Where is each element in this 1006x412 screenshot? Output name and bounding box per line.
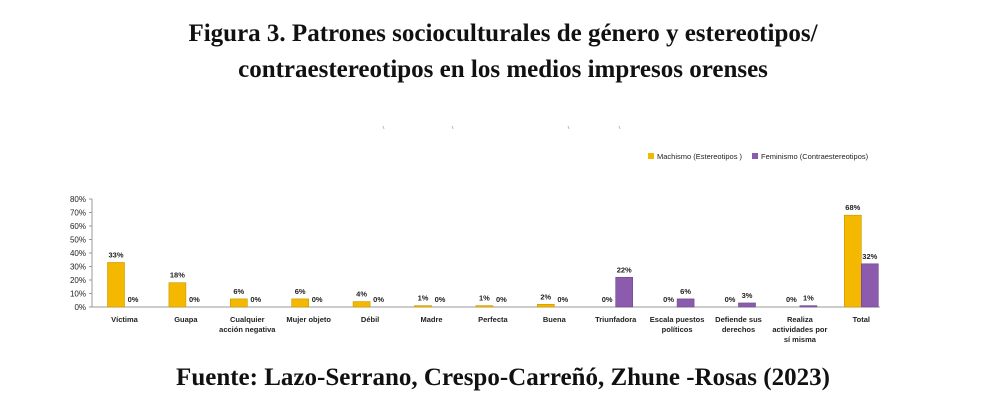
x-tick-label: Buena [543, 315, 567, 324]
x-tick-label: Triunfadora [595, 315, 637, 324]
bar-machismo [107, 262, 125, 308]
data-label-feminismo: 0% [373, 295, 384, 304]
x-tick-label: Defiende sus [715, 315, 762, 324]
data-label-machismo: 68% [845, 203, 860, 212]
bar-feminismo [676, 298, 695, 308]
x-tick-label: Guapa [174, 315, 198, 324]
y-tick-label: 40% [70, 249, 86, 258]
x-tick-label: Víctima [111, 315, 139, 324]
x-tick-label: acción negativa [219, 325, 276, 334]
data-label-feminismo: 0% [557, 295, 568, 304]
y-tick-label: 30% [70, 263, 86, 272]
bar-machismo [352, 301, 371, 308]
data-label-machismo: 1% [479, 294, 490, 303]
bar-feminismo [860, 263, 879, 308]
x-tick-label: Realiza [787, 315, 814, 324]
bar-machismo [291, 298, 310, 308]
data-label-machismo: 2% [540, 292, 551, 301]
data-label-machismo: 6% [233, 287, 244, 296]
x-tick-label: políticos [662, 325, 693, 334]
x-tick-label: Perfecta [478, 315, 508, 324]
bar-machismo [843, 214, 862, 308]
y-tick-label: 10% [70, 290, 86, 299]
data-label-feminismo: 32% [862, 252, 877, 261]
chart-bars: 33% 0% 18% 0% 6% 0% 6% 0% 4% 0% 1% 0% 1% 0% 2% 0% 0% 22% 0… [107, 203, 879, 308]
x-tick-label: actividades por [772, 325, 827, 334]
data-label-machismo: 33% [108, 250, 123, 259]
faint-dash-marks [382, 125, 621, 130]
x-tick-label: Madre [420, 315, 442, 324]
y-tick-label: 80% [70, 195, 86, 204]
chart-legend: Machismo (Estereotipos ) Feminismo (Contr… [648, 152, 869, 161]
data-label-feminismo: 6% [680, 287, 691, 296]
data-label-feminismo: 0% [189, 295, 200, 304]
data-label-machismo: 0% [786, 295, 797, 304]
data-label-machismo: 4% [356, 290, 367, 299]
x-tick-label: Débil [361, 315, 379, 324]
data-label-machismo: 0% [725, 295, 736, 304]
figure-title-line-1: Figura 3. Patrones socioculturales de gé… [188, 20, 818, 47]
data-label-machismo: 0% [602, 295, 613, 304]
y-tick-label: 60% [70, 222, 86, 231]
data-label-feminismo: 0% [128, 295, 139, 304]
x-tick-label: Total [853, 315, 870, 324]
data-label-feminismo: 3% [742, 291, 753, 300]
bar-feminismo [799, 305, 818, 308]
bar-machismo [475, 305, 494, 308]
data-label-machismo: 1% [418, 294, 429, 303]
y-tick-label: 20% [70, 276, 86, 285]
data-label-feminismo: 0% [250, 295, 261, 304]
x-tick-label: Escala puestos [650, 315, 705, 324]
data-label-feminismo: 0% [312, 295, 323, 304]
bar-machismo [230, 298, 248, 308]
x-tick-label: derechos [722, 325, 755, 334]
bar-feminismo [615, 276, 634, 308]
data-label-feminismo: 0% [435, 295, 446, 304]
data-label-machismo: 6% [295, 287, 306, 296]
y-tick-label: 0% [74, 303, 86, 312]
legend-label-feminismo: Feminismo (Contraestereotipos) [761, 152, 869, 161]
x-tick-label: sí misma [784, 335, 817, 344]
data-label-feminismo: 22% [617, 265, 632, 274]
figure-source: Fuente: Lazo-Serrano, Crespo-Carreñó, Zh… [176, 364, 830, 391]
data-label-machismo: 0% [663, 295, 674, 304]
legend-swatch-machismo [648, 153, 654, 159]
legend-label-machismo: Machismo (Estereotipos ) [657, 152, 743, 161]
x-tick-label: Mujer objeto [286, 315, 331, 324]
bar-machismo [168, 282, 187, 308]
data-label-feminismo: 0% [496, 295, 507, 304]
bar-machismo [536, 303, 555, 308]
bar-feminismo [738, 302, 756, 308]
legend-swatch-feminismo [752, 153, 758, 159]
figure-title-line-2: contraestereotipos en los medios impreso… [238, 56, 768, 83]
y-tick-label: 50% [70, 236, 86, 245]
data-label-feminismo: 1% [803, 294, 814, 303]
bar-machismo [414, 305, 432, 308]
data-label-machismo: 18% [170, 271, 185, 280]
x-tick-label: Cualquier [230, 315, 265, 324]
y-tick-label: 70% [70, 209, 86, 218]
